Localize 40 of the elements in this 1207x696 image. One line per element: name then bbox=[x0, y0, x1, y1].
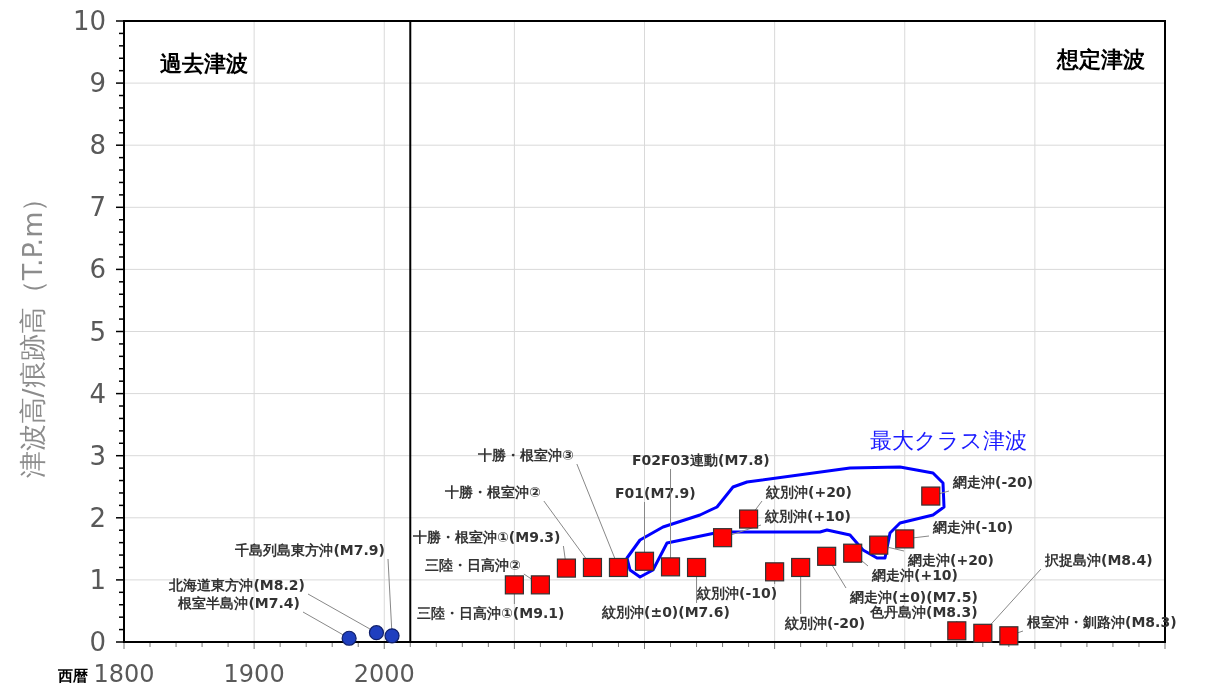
annotation: 過去津波 bbox=[160, 51, 248, 76]
y-tick-label: 9 bbox=[89, 68, 106, 99]
annotation: 三陸・日高沖② bbox=[425, 557, 521, 573]
annotation: 根室半島沖(M7.4) bbox=[177, 595, 300, 611]
annotation: 網走沖(+10) bbox=[871, 567, 959, 583]
annotation: 網走沖(±0)(M7.5) bbox=[849, 589, 978, 605]
annotation: 北海道東方沖(M8.2) bbox=[168, 577, 305, 593]
y-tick-label: 10 bbox=[72, 6, 106, 36]
annotation: F02F03連動(M7.8) bbox=[632, 452, 770, 468]
annotation: 網走沖(+20) bbox=[907, 552, 995, 568]
y-axis-title: 津波高/痕跡高（T.P.m） bbox=[17, 184, 48, 479]
annotation: 千島列島東方沖(M7.9) bbox=[234, 542, 385, 558]
y-tick-label: 4 bbox=[89, 378, 106, 409]
annotation: 紋別沖(+20) bbox=[765, 484, 853, 500]
x-tick-label: 1800 bbox=[93, 660, 155, 688]
annotation: 網走沖(-10) bbox=[932, 519, 1014, 535]
y-tick-label: 6 bbox=[89, 254, 106, 285]
annotation: 紋別沖(+10) bbox=[764, 508, 852, 524]
annotation: 最大クラス津波 bbox=[869, 428, 1027, 453]
annotation: 想定津波 bbox=[1056, 47, 1145, 72]
annotation: 択捉島沖(M8.4) bbox=[1044, 552, 1153, 568]
annotation: 紋別沖(-10) bbox=[696, 585, 778, 601]
x-tick-label: 1900 bbox=[223, 660, 285, 688]
y-tick-label: 7 bbox=[89, 192, 106, 223]
x-axis-title: 西暦 bbox=[57, 667, 88, 685]
y-tick-label: 5 bbox=[89, 316, 106, 347]
y-tick-label: 2 bbox=[89, 502, 106, 533]
annotation: 紋別沖(-20) bbox=[784, 615, 866, 631]
y-tick-label: 8 bbox=[89, 130, 106, 161]
annotation: 十勝・根室沖② bbox=[444, 484, 541, 500]
annotation: 網走沖(-20) bbox=[952, 474, 1034, 490]
y-tick-label: 1 bbox=[89, 564, 106, 595]
x-tick-label: 2000 bbox=[353, 660, 415, 688]
annotation: 色丹島沖(M8.3) bbox=[869, 604, 978, 620]
y-tick-label: 3 bbox=[89, 440, 106, 471]
annotation: 三陸・日高沖①(M9.1) bbox=[417, 605, 565, 621]
y-tick-label: 0 bbox=[89, 627, 106, 657]
annotation: 十勝・根室沖③ bbox=[477, 447, 574, 463]
annotation: 紋別沖(±0)(M7.6) bbox=[601, 604, 730, 620]
annotation: 十勝・根室沖①(M9.3) bbox=[412, 529, 561, 545]
